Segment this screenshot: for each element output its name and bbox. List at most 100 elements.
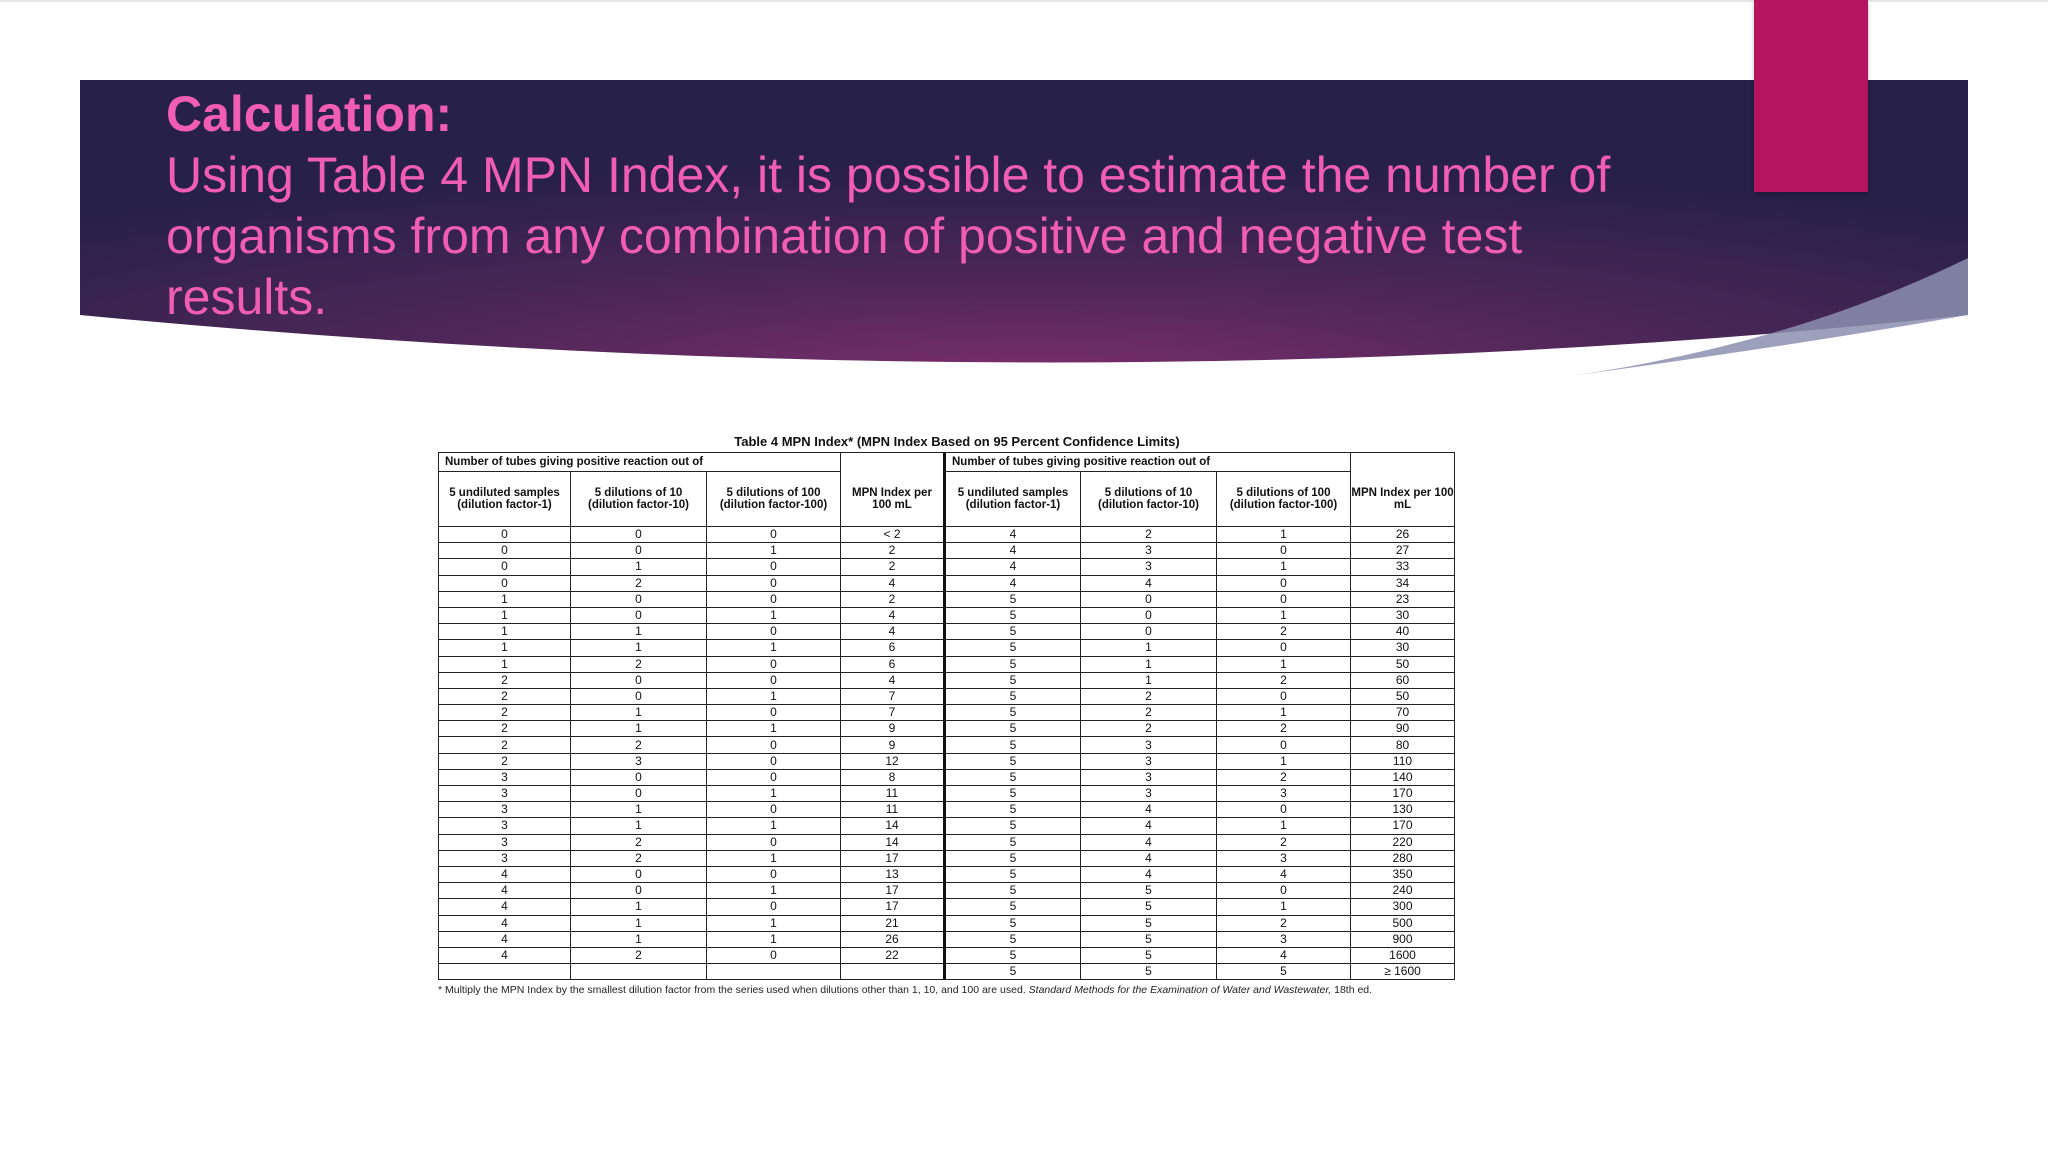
table-cell: 5 bbox=[943, 963, 1081, 981]
table-cell: 0 bbox=[570, 768, 707, 787]
table-cell: 1 bbox=[570, 930, 707, 948]
table-cell: 3 bbox=[1080, 752, 1217, 770]
table-cell: 26 bbox=[1350, 525, 1455, 544]
table-footnote: * Multiply the MPN Index by the smallest… bbox=[438, 984, 1458, 996]
table-cell: 3 bbox=[438, 817, 571, 835]
table-cell: 5 bbox=[943, 623, 1081, 641]
table-cell: 5 bbox=[943, 768, 1081, 787]
table-cell: 2 bbox=[1216, 623, 1351, 641]
table-cell: 4 bbox=[1080, 849, 1217, 867]
table-cell: 1 bbox=[1216, 704, 1351, 722]
table-cell: 4 bbox=[840, 606, 945, 625]
table-cell: 0 bbox=[570, 590, 707, 608]
footnote-edition: 18th ed. bbox=[1331, 984, 1373, 997]
table-cell: 4 bbox=[943, 574, 1081, 592]
table-cell: 2 bbox=[1216, 671, 1351, 689]
table-cell: 130 bbox=[1350, 801, 1455, 819]
table-cell: ≥ 1600 bbox=[1350, 963, 1455, 981]
table-cell: 3 bbox=[1080, 768, 1217, 787]
table-cell: 1 bbox=[570, 898, 707, 916]
table-cell: 0 bbox=[1216, 801, 1351, 819]
col-header: 5 dilutions of 100 (dilution factor-100) bbox=[1216, 471, 1351, 527]
table-cell: 0 bbox=[438, 525, 571, 544]
group-header-left: Number of tubes giving positive reaction… bbox=[438, 452, 841, 472]
table-cell: 5 bbox=[1216, 963, 1351, 981]
table-cell: 0 bbox=[570, 882, 707, 900]
table-cell: 2 bbox=[1080, 704, 1217, 722]
table-cell: 4 bbox=[438, 882, 571, 900]
table-cell: 1 bbox=[706, 606, 841, 625]
table-cell: 4 bbox=[1080, 574, 1217, 592]
table-cell: < 2 bbox=[840, 525, 945, 544]
table-cell: 5 bbox=[943, 898, 1081, 916]
table-cell: 4 bbox=[438, 865, 571, 884]
table-cell: 0 bbox=[438, 542, 571, 560]
group-header-right: Number of tubes giving positive reaction… bbox=[943, 452, 1351, 472]
table-row: 4 0 0 13 5 4 4 350 bbox=[438, 865, 1455, 884]
table-cell: 2 bbox=[570, 574, 707, 592]
table-cell: 2 bbox=[1216, 914, 1351, 932]
table-cell: 8 bbox=[840, 768, 945, 787]
table-cell: 5 bbox=[943, 671, 1081, 689]
table-row: 0 0 0 < 2 4 2 1 26 bbox=[438, 525, 1455, 544]
col-header: 5 dilutions of 10 (dilution factor-10) bbox=[1080, 471, 1217, 527]
table-cell: 0 bbox=[570, 525, 707, 544]
table-cell: 0 bbox=[438, 558, 571, 576]
table-row: 3 2 0 14 5 4 2 220 bbox=[438, 833, 1455, 851]
table-cell: 1 bbox=[706, 687, 841, 706]
table-cell: 0 bbox=[706, 655, 841, 673]
table-cell: 4 bbox=[438, 914, 571, 932]
table-cell: 0 bbox=[570, 687, 707, 706]
table-cell: 4 bbox=[840, 574, 945, 592]
table-cell: 30 bbox=[1350, 639, 1455, 657]
table-cell: 0 bbox=[570, 542, 707, 560]
table-row: 5 5 5 ≥ 1600 bbox=[438, 963, 1455, 981]
table-cell: 4 bbox=[943, 525, 1081, 544]
top-border-line bbox=[0, 0, 2048, 2]
table-cell: 1 bbox=[706, 882, 841, 900]
table-cell: 3 bbox=[1216, 849, 1351, 867]
table-cell: 9 bbox=[840, 736, 945, 754]
table-cell: 2 bbox=[840, 558, 945, 576]
table-row: 1 0 1 4 5 0 1 30 bbox=[438, 606, 1455, 625]
table-cell: 0 bbox=[570, 671, 707, 689]
table-cell: 1 bbox=[1216, 898, 1351, 916]
table-cell: 1 bbox=[706, 542, 841, 560]
table-cell: 0 bbox=[1216, 687, 1351, 706]
table-cell: 2 bbox=[438, 752, 571, 770]
table-cell: 0 bbox=[706, 736, 841, 754]
table-cell: 1 bbox=[570, 704, 707, 722]
table-cell: 0 bbox=[706, 752, 841, 770]
table-cell bbox=[438, 963, 571, 981]
table-row: 2 2 0 9 5 3 0 80 bbox=[438, 736, 1455, 754]
slide-title: Calculation: Using Table 4 MPN Index, it… bbox=[166, 84, 1646, 328]
table-cell: 17 bbox=[840, 882, 945, 900]
table-cell: 4 bbox=[840, 623, 945, 641]
table-cell: 1 bbox=[706, 930, 841, 948]
table-cell: 1 bbox=[570, 720, 707, 738]
table-cell: 5 bbox=[943, 655, 1081, 673]
table-cell: 1 bbox=[1216, 558, 1351, 576]
table-cell: 4 bbox=[1216, 946, 1351, 965]
table-cell: 6 bbox=[840, 639, 945, 657]
table-cell: 5 bbox=[943, 736, 1081, 754]
table-cell: 1 bbox=[706, 849, 841, 867]
col-header: 5 undiluted samples (dilution factor-1) bbox=[438, 471, 571, 527]
table-cell: 27 bbox=[1350, 542, 1455, 560]
table-cell: 7 bbox=[840, 704, 945, 722]
table-cell: 2 bbox=[438, 704, 571, 722]
table-cell: 5 bbox=[1080, 914, 1217, 932]
table-cell: 5 bbox=[943, 946, 1081, 965]
table-cell: 2 bbox=[570, 833, 707, 851]
table-cell: 14 bbox=[840, 833, 945, 851]
table-cell: 4 bbox=[840, 671, 945, 689]
table-cell: 0 bbox=[1080, 606, 1217, 625]
table-cell: 50 bbox=[1350, 687, 1455, 706]
table-cell: 1 bbox=[438, 590, 571, 608]
table-cell: 0 bbox=[706, 833, 841, 851]
table-cell: 0 bbox=[706, 768, 841, 787]
table-cell: 3 bbox=[1216, 784, 1351, 803]
blank-header-left bbox=[840, 452, 945, 472]
table-cell: 3 bbox=[1080, 736, 1217, 754]
table-cell: 1 bbox=[570, 914, 707, 932]
